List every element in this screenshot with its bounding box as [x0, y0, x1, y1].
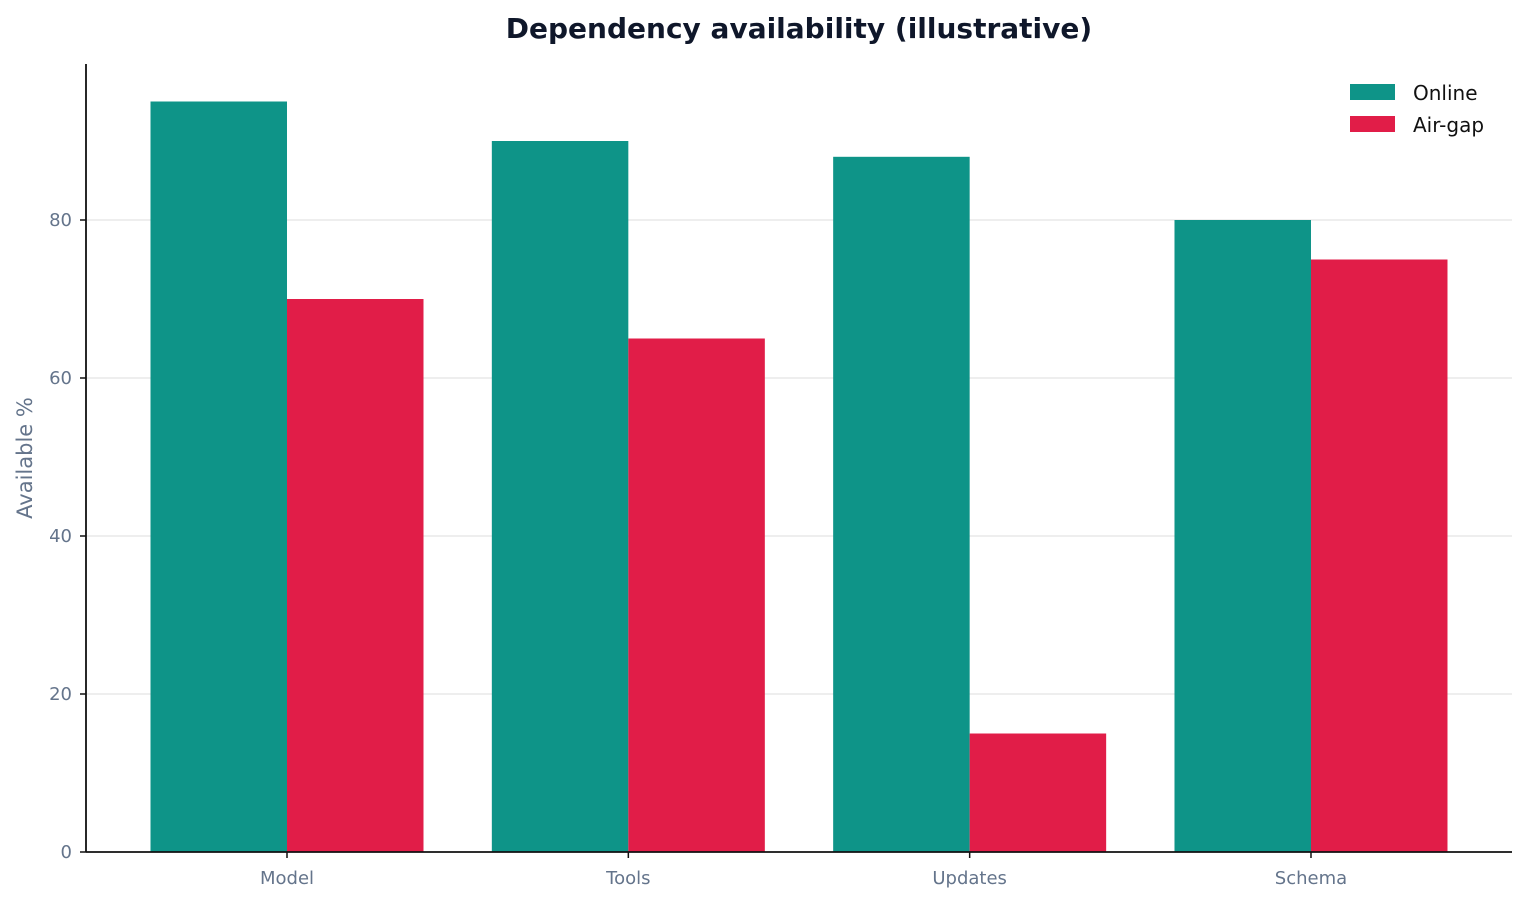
- axes: [85, 64, 1512, 853]
- y-tick-label-0: 0: [61, 842, 72, 863]
- bar-online-model: [150, 101, 287, 852]
- bars: [150, 101, 1448, 853]
- y-axis-label: Available %: [13, 397, 37, 519]
- legend-swatch-online: [1350, 84, 1395, 100]
- bar-online-updates: [833, 156, 970, 853]
- bar-air-gap-schema: [1310, 259, 1448, 852]
- bar-air-gap-model: [287, 299, 424, 852]
- legend-swatch-air-gap: [1350, 116, 1395, 132]
- legend-label-air-gap: Air-gap: [1413, 113, 1484, 137]
- legend-label-online: Online: [1413, 81, 1478, 105]
- bar-air-gap-updates: [969, 733, 1107, 852]
- x-axis-ticks: Model Tools Updates Schema: [260, 852, 1347, 889]
- y-axis-ticks: 0 20 40 60 80: [49, 210, 86, 863]
- x-tick-label-schema: Schema: [1275, 868, 1347, 889]
- y-tick-label-60: 60: [49, 368, 72, 389]
- x-tick-label-updates: Updates: [932, 868, 1007, 889]
- chart-title: Dependency availability (illustrative): [506, 12, 1092, 45]
- x-tick-label-tools: Tools: [605, 868, 650, 889]
- y-tick-label-80: 80: [49, 210, 72, 231]
- y-tick-label-20: 20: [49, 684, 72, 705]
- legend: Online Air-gap: [1350, 81, 1484, 137]
- bar-online-tools: [491, 141, 629, 852]
- bar-online-schema: [1174, 220, 1311, 852]
- bar-air-gap-tools: [628, 338, 765, 852]
- y-tick-label-40: 40: [49, 526, 72, 547]
- x-tick-label-model: Model: [260, 868, 314, 889]
